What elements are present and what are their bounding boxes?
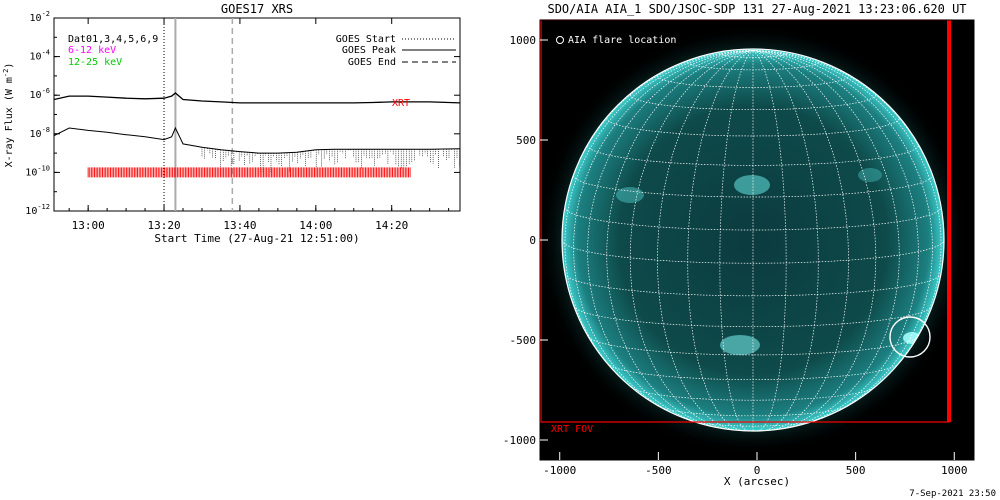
longitude-line <box>752 50 933 421</box>
flare-legend-label: AIA flare location <box>568 35 676 46</box>
goes-ylabel: X-ray Flux (W m-2) <box>2 63 15 168</box>
y-tick-label: 10-2 <box>30 10 50 24</box>
xrt-fov-edge <box>947 20 951 422</box>
latitude-line <box>719 53 787 58</box>
active-regions <box>616 168 921 355</box>
aia-axes: -1000 -500 0 500 1000 1000 500 0 -500 -1000 <box>503 34 968 477</box>
longitude-line <box>752 50 819 431</box>
longitude-line <box>657 50 754 431</box>
latitude-line <box>564 207 942 231</box>
aia-y-tick-label: 500 <box>516 134 536 147</box>
x-tick-label: 13:00 <box>72 219 105 232</box>
latitude-line <box>629 94 877 111</box>
longitude-line <box>752 50 942 396</box>
xrt-coverage <box>87 167 411 178</box>
aia-y-tick-label: 0 <box>529 234 536 247</box>
goes-x-axis: 13:00 13:20 13:40 14:00 14:20 <box>68 18 450 232</box>
x-tick-label: 14:20 <box>375 219 408 232</box>
longitude-line <box>606 50 754 429</box>
x-tick-label: 14:00 <box>299 219 332 232</box>
goes-title: GOES17 XRS <box>221 2 293 16</box>
aia-y-tick-label: -1000 <box>503 434 536 447</box>
aia-xlabel: X (arcsec) <box>724 475 790 488</box>
longitude-line <box>752 50 900 429</box>
aia-y-tick-label: 1000 <box>510 34 537 47</box>
aia-x-tick-label: 0 <box>754 464 761 477</box>
latitude-line <box>573 175 933 198</box>
goes-xlabel: Start Time (27-Aug-21 12:51:00) <box>154 232 359 245</box>
active-region <box>616 187 644 203</box>
aia-y-tick-label: -500 <box>510 334 537 347</box>
xrt-fov-label: XRT FOV <box>551 424 593 435</box>
latitude-line <box>564 273 942 297</box>
legend-peak-label: GOES Peak <box>342 45 396 56</box>
y-tick-label: 10-4 <box>30 49 50 63</box>
aia-panel: SDO/AIA AIA_1 SDO/JSOC-SDP 131 27-Aug-20… <box>503 2 975 488</box>
longitude-line <box>564 50 754 396</box>
aia-x-tick-label: 1000 <box>941 464 968 477</box>
flare-legend-symbol <box>556 36 564 44</box>
x-tick-label: 13:20 <box>147 219 180 232</box>
series-lower-noise <box>201 147 460 173</box>
aia-x-tick-label: -500 <box>645 464 672 477</box>
aia-x-tick-label: -1000 <box>543 464 576 477</box>
longitude-line <box>752 50 877 430</box>
y-tick-label: 10-6 <box>30 87 50 101</box>
series-lower-curve <box>54 126 460 154</box>
y-tick-label: 10-8 <box>30 126 50 140</box>
aia-x-tick-label: 500 <box>846 464 866 477</box>
xrt-label: XRT <box>392 98 410 109</box>
latitude-line <box>588 336 918 356</box>
solar-disk <box>562 49 944 431</box>
longitude-line <box>687 50 754 431</box>
band-12-25-label: 12-25 keV <box>68 57 122 68</box>
y-tick-label: 10-12 <box>25 203 50 217</box>
footer-date: 7-Sep-2021 23:50 <box>909 489 996 499</box>
limb-circle <box>561 48 945 432</box>
active-region <box>858 168 882 182</box>
active-region <box>720 335 760 355</box>
legend-end-label: GOES End <box>348 57 396 68</box>
x-tick-label: 13:40 <box>223 219 256 232</box>
heliographic-grid <box>562 50 944 431</box>
latitude-line <box>562 239 944 264</box>
active-region <box>734 175 770 195</box>
dataset-label: Dat01,3,4,5,6,9 <box>68 34 158 45</box>
goes-legend: GOES Start GOES Peak GOES End <box>336 34 456 68</box>
band-6-12-label: 6-12 keV <box>68 45 116 56</box>
longitude-line <box>752 50 849 431</box>
y-tick-label: 10-10 <box>25 164 50 178</box>
longitude-line <box>573 50 754 421</box>
longitude-line <box>629 50 754 430</box>
aia-title: SDO/AIA AIA_1 SDO/JSOC-SDP 131 27-Aug-20… <box>547 2 966 16</box>
latitude-line <box>691 420 815 427</box>
legend-start-label: GOES Start <box>336 34 396 45</box>
goes-y-axis: 10-2 10-4 10-6 10-8 10-10 10-12 <box>25 10 460 217</box>
latitude-line <box>606 118 900 137</box>
flare-location-circle <box>889 316 931 358</box>
latitude-line <box>631 387 875 401</box>
goes-panel: GOES17 XRS 10-2 10-4 10-6 10-8 10-10 10-12 13… <box>2 2 461 245</box>
series-upper-curve <box>54 92 460 104</box>
